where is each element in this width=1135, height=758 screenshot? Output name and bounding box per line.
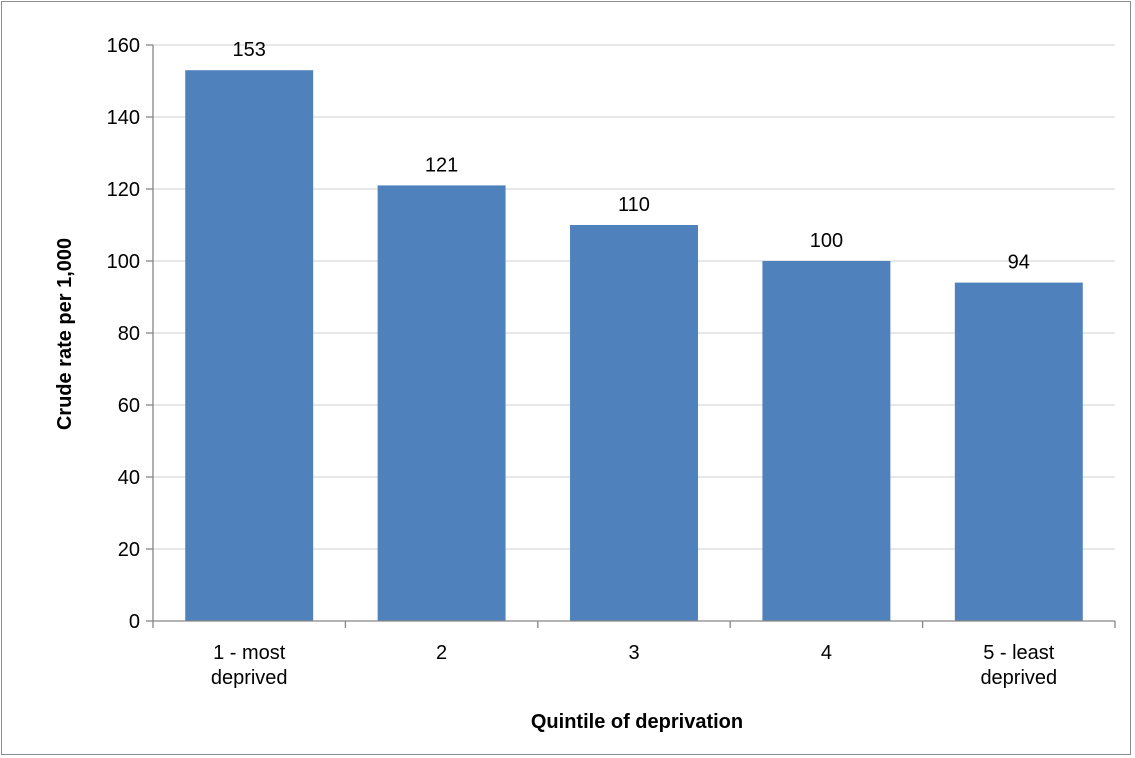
x-tick-label: 1 - most deprived [211, 642, 288, 689]
x-tick-label: 3 [628, 642, 639, 664]
data-labels: 153 121 110 100 94 [233, 39, 1030, 273]
y-tick-label: 80 [118, 323, 140, 345]
bar [377, 185, 506, 621]
x-tick-label-line: 5 - least [983, 642, 1055, 664]
bar [762, 261, 891, 621]
y-tick-labels: 0 20 40 60 80 100 120 140 160 [107, 35, 140, 633]
x-tick-label-line: 3 [628, 642, 639, 664]
x-tick-label-line: deprived [211, 667, 288, 689]
axes [146, 44, 1116, 628]
y-tick-label: 60 [118, 395, 140, 417]
x-axis-title: Quintile of deprivation [531, 711, 743, 733]
y-tick-label: 20 [118, 539, 140, 561]
bar [570, 225, 698, 621]
x-tick-label-line: 4 [821, 642, 832, 664]
x-tick-label-line: deprived [980, 667, 1057, 689]
y-tick-label: 140 [107, 107, 140, 129]
x-tick-label-line: 1 - most [213, 642, 286, 664]
data-label: 121 [425, 154, 458, 176]
x-tick-label: 2 [436, 642, 447, 664]
x-tick-labels: 1 - most deprived 2 3 4 5 - least deprived [211, 642, 1057, 689]
y-axis-title: Crude rate per 1,000 [54, 238, 76, 430]
data-label: 100 [810, 230, 843, 252]
x-tick-label: 5 - least deprived [980, 642, 1057, 689]
bar [954, 282, 1083, 621]
y-tick-label: 120 [107, 179, 140, 201]
y-tick-label: 160 [107, 35, 140, 57]
y-tick-label: 100 [107, 251, 140, 273]
y-tick-label: 40 [118, 467, 140, 489]
x-tick-label-line: 2 [436, 642, 447, 664]
data-label: 94 [1008, 252, 1030, 274]
y-tick-label: 0 [129, 611, 140, 633]
data-label: 110 [618, 194, 650, 216]
x-tick-label: 4 [821, 642, 832, 664]
bars [185, 70, 1083, 621]
bar [185, 70, 314, 621]
data-label: 153 [233, 39, 266, 61]
